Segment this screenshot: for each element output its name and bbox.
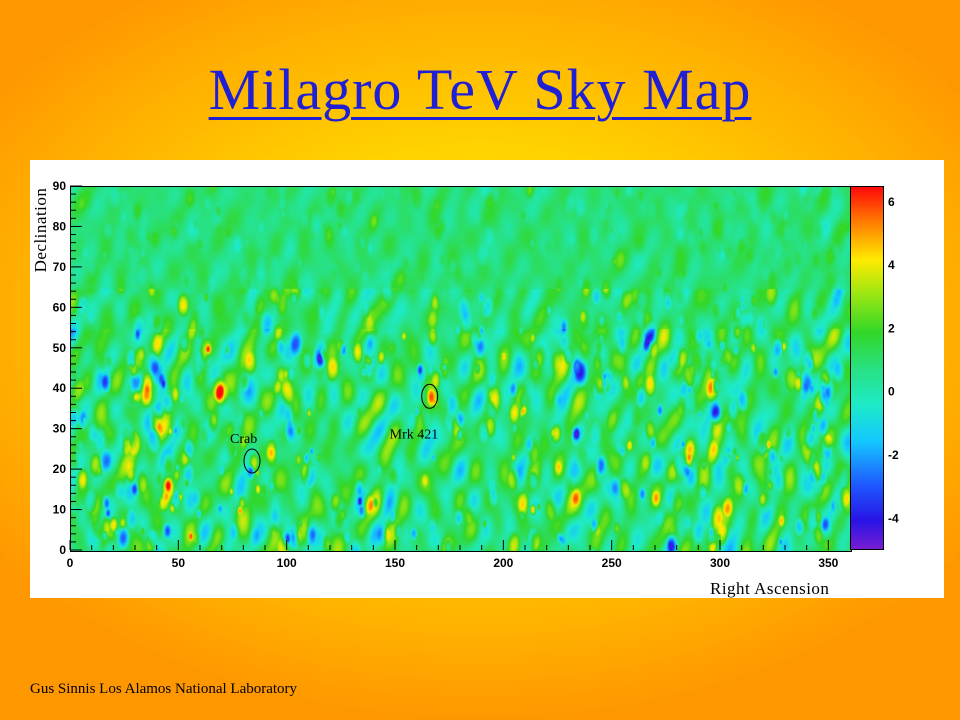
source-marker <box>421 383 439 409</box>
y-axis-label: Declination <box>31 187 50 273</box>
y-tick-label: 10 <box>53 503 67 517</box>
source-label: Mrk 421 <box>390 427 439 442</box>
sky-map-area <box>70 186 852 552</box>
y-tick-label: 60 <box>53 300 67 314</box>
y-tick-label: 80 <box>53 219 67 233</box>
y-tick-label: 90 <box>53 179 67 193</box>
y-tick-label: 70 <box>53 260 67 274</box>
y-tick-label: 30 <box>53 422 67 436</box>
x-tick-label: 100 <box>277 556 297 570</box>
sky-map-panel: 0 50 100 150 200 250 300 350 0 10 20 30 40 50 60 70 80 90… <box>30 160 944 598</box>
source-label: Crab <box>230 432 257 447</box>
colorbar-tick-label: 4 <box>888 258 895 272</box>
x-tick-label: 150 <box>385 556 405 570</box>
y-tick-label: 0 <box>59 543 66 557</box>
colorbar-tick-label: -2 <box>888 448 899 462</box>
x-tick-label: 250 <box>602 556 622 570</box>
y-tick-label: 20 <box>53 462 67 476</box>
x-tick-label: 350 <box>818 556 838 570</box>
x-tick-label: 0 <box>67 556 74 570</box>
x-tick-label: 50 <box>172 556 186 570</box>
significance-colorbar <box>850 186 884 550</box>
slide-title: Milagro TeV Sky Map <box>208 57 752 122</box>
x-tick-label: 200 <box>493 556 513 570</box>
sky-map-heatmap <box>71 187 851 551</box>
x-axis-label: Right Ascension <box>710 579 830 598</box>
y-tick-label: 50 <box>53 341 67 355</box>
colorbar-tick-label: 0 <box>888 385 895 399</box>
source-marker <box>243 448 261 474</box>
footer-credit: Gus Sinnis Los Alamos National Laborator… <box>30 681 298 697</box>
colorbar-tick-label: -4 <box>888 511 899 525</box>
colorbar-tick-label: 6 <box>888 195 895 209</box>
colorbar-tick-label: 2 <box>888 321 895 335</box>
x-tick-label: 300 <box>710 556 730 570</box>
y-tick-label: 40 <box>53 381 67 395</box>
sky-map-axes: 0 50 100 150 200 250 300 3500102030405060708090… <box>53 179 899 570</box>
